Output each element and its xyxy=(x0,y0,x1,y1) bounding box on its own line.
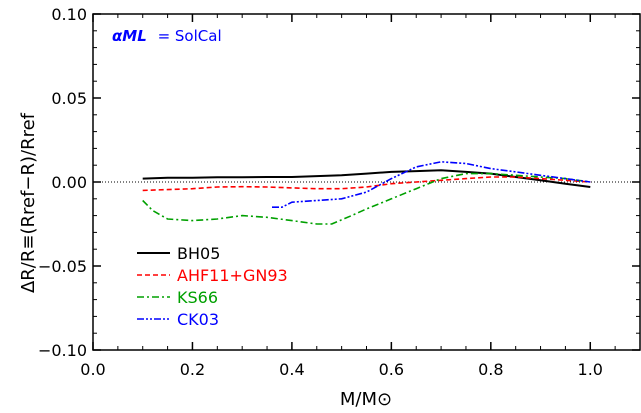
series-line-ahf11-gn93 xyxy=(142,176,591,192)
x-tick-label: 0.2 xyxy=(180,360,205,379)
legend-label: AHF11+GN93 xyxy=(177,266,288,285)
y-tick-label: 0.00 xyxy=(51,173,87,192)
legend-label: BH05 xyxy=(177,244,220,263)
y-tick-label: −0.05 xyxy=(38,257,87,276)
y-tick-labels: −0.10 −0.05 0.00 0.05 0.10 xyxy=(38,5,87,360)
x-tick-label: 0.8 xyxy=(478,360,503,379)
series-line-bh05 xyxy=(142,169,591,188)
plot-frame xyxy=(92,13,641,351)
y-tick-label: 0.10 xyxy=(51,5,87,24)
y-tick-label: −0.10 xyxy=(38,341,87,360)
y-axis-label: ΔR/R≡(Rref−R)/Rref xyxy=(18,112,39,293)
legend-label: KS66 xyxy=(177,288,218,307)
x-tick-label: 0.0 xyxy=(80,360,105,379)
x-tick-label: 0.4 xyxy=(279,360,304,379)
x-axis-label: M/M⊙ xyxy=(340,389,392,410)
x-tick-label: 0.6 xyxy=(379,360,404,379)
series-line-ks66 xyxy=(142,172,591,225)
x-tick-label: 1.0 xyxy=(578,360,603,379)
legend-label: CK03 xyxy=(177,310,219,329)
series-line-ck03 xyxy=(272,161,591,208)
series-layer xyxy=(142,161,591,225)
legend: BH05 AHF11+GN93 KS66 CK03 xyxy=(137,244,288,329)
x-tick-labels: 0.0 0.2 0.4 0.6 0.8 1.0 xyxy=(80,360,603,379)
annotation: αML = SolCal xyxy=(112,27,222,45)
annotation-symbol: αML xyxy=(112,27,147,45)
annotation-text: = SolCal xyxy=(158,27,222,45)
y-tick-label: 0.05 xyxy=(51,89,87,108)
